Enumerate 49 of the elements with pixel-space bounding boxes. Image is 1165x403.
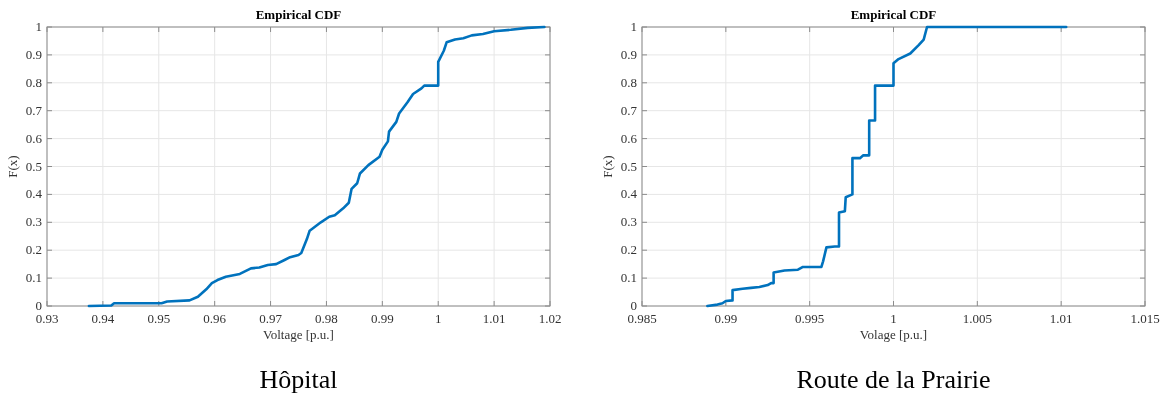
y-tick-label: 0.6 bbox=[25, 130, 43, 146]
y-tick-label: 0.7 bbox=[620, 102, 638, 118]
x-tick-label: 0.94 bbox=[91, 311, 115, 326]
line-series bbox=[87, 25, 546, 308]
chart-title: Empirical CDF bbox=[255, 7, 342, 22]
text: Hôpital bbox=[259, 365, 338, 394]
y-tick-label: 0.4 bbox=[620, 186, 638, 202]
x-tick-label: 0.98 bbox=[315, 311, 338, 326]
x-tick-label: 0.95 bbox=[147, 311, 171, 326]
x-tick-label: 0.985 bbox=[627, 311, 657, 326]
y-tick-label: 0.4 bbox=[25, 186, 43, 202]
y-tick-label: 0 bbox=[35, 298, 42, 313]
y-tick-label: 0.8 bbox=[25, 74, 42, 90]
y-tick-label: 0.1 bbox=[25, 270, 42, 286]
x-tick-label: 0.99 bbox=[714, 311, 738, 326]
x-tick-label: 1.01 bbox=[482, 311, 506, 326]
x-axis-title: Volage [p.u.] bbox=[859, 327, 928, 342]
x-tick-label: 0.97 bbox=[259, 311, 283, 326]
x-tick-label: 1.01 bbox=[1049, 311, 1073, 326]
y-tick-label: 0.6 bbox=[620, 130, 638, 146]
y-tick-label: 0.3 bbox=[620, 214, 637, 230]
chart-title: Empirical CDF bbox=[850, 7, 937, 22]
text: Route de la Prairie bbox=[796, 365, 991, 394]
x-tick-label: 0.99 bbox=[370, 311, 394, 326]
x-axis-title: Voltage [p.u.] bbox=[263, 327, 334, 342]
x-tick-label: 0.93 bbox=[35, 311, 59, 326]
y-tick-label: 0.3 bbox=[25, 214, 42, 230]
y-tick-label: 0.7 bbox=[25, 102, 43, 118]
y-tick-label: 0.2 bbox=[25, 242, 42, 258]
x-tick-label: 1 bbox=[890, 311, 897, 326]
y-tick-label: 0.8 bbox=[620, 74, 637, 90]
y-tick-label: 0.5 bbox=[620, 158, 637, 174]
y-axis-title: F(x) bbox=[600, 155, 615, 178]
y-tick-label: 0.2 bbox=[620, 242, 637, 258]
y-tick-label: 1 bbox=[35, 19, 42, 34]
x-tick-label: 0.96 bbox=[203, 311, 227, 326]
y-tick-label: 1 bbox=[630, 19, 637, 34]
y-tick-label: 0.5 bbox=[25, 158, 42, 174]
y-tick-label: 0 bbox=[630, 298, 637, 313]
x-tick-label: 1 bbox=[434, 311, 442, 326]
x-tick-label: 1.015 bbox=[1130, 311, 1160, 326]
line-series bbox=[706, 25, 1068, 308]
y-tick-label: 0.9 bbox=[620, 46, 637, 62]
x-tick-label: 0.995 bbox=[795, 311, 825, 326]
y-tick-label: 0.9 bbox=[25, 46, 42, 62]
y-axis-title: F(x) bbox=[5, 155, 20, 178]
x-tick-label: 1.005 bbox=[962, 311, 992, 326]
y-tick-label: 0.1 bbox=[620, 270, 637, 286]
x-tick-label: 1.02 bbox=[538, 311, 562, 326]
